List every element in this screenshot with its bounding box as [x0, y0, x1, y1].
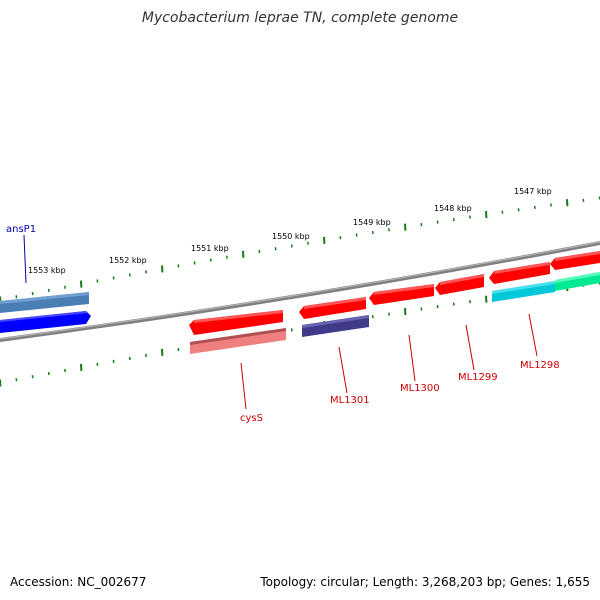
gene-ML1300[interactable] — [369, 284, 434, 305]
gene-ansP1-forward[interactable] — [0, 292, 89, 313]
gene-ML1297-forward[interactable] — [550, 251, 600, 270]
kbp-label: 1551 kbp — [191, 244, 229, 253]
kbp-label: 1547 kbp — [514, 187, 552, 196]
kbp-label: 1552 kbp — [109, 256, 147, 265]
leader-ML1301 — [338, 346, 348, 394]
genome-summary-text: Topology: circular; Length: 3,268,203 bp… — [260, 575, 590, 589]
gene-cysS-forward[interactable] — [189, 310, 283, 335]
leader-ansP1 — [23, 234, 27, 284]
kbp-label: 1550 kbp — [272, 232, 310, 241]
leader-ML1300 — [408, 334, 416, 382]
gene-label-ansP1: ansP1 — [6, 224, 36, 235]
gene-cysS-reverse[interactable] — [190, 328, 286, 354]
map-title: Mycobacterium leprae TN, complete genome — [141, 10, 459, 26]
gene-ansP1-reverse[interactable] — [0, 311, 91, 333]
gene-ML1301-forward[interactable] — [299, 297, 366, 319]
gene-label-ML1298: ML1298 — [520, 360, 560, 371]
leader-ML1299 — [465, 324, 475, 371]
gene-label-ML1300: ML1300 — [400, 383, 440, 394]
upper-ticks — [0, 196, 600, 304]
gene-ML1299[interactable] — [435, 274, 484, 295]
gene-label-ML1299: ML1299 — [458, 372, 498, 383]
genome-backbone — [0, 241, 600, 342]
genome-backbone-highlight — [0, 241, 600, 340]
gene-ML1298-reverse[interactable] — [492, 281, 555, 302]
gene-ML1298-forward[interactable] — [489, 262, 550, 284]
leader-cysS — [240, 362, 247, 410]
gene-label-cysS: cysS — [240, 413, 263, 424]
leader-ML1298 — [528, 313, 538, 357]
accession-text: Accession: NC_002677 — [10, 575, 147, 589]
kbp-label: 1553 kbp — [28, 266, 66, 275]
gene-label-ML1301: ML1301 — [330, 395, 370, 406]
kbp-label: 1548 kbp — [434, 204, 472, 213]
gene-ML1301-reverse[interactable] — [302, 315, 369, 337]
kbp-label: 1549 kbp — [353, 218, 391, 227]
gene-green-reverse[interactable] — [555, 272, 600, 291]
